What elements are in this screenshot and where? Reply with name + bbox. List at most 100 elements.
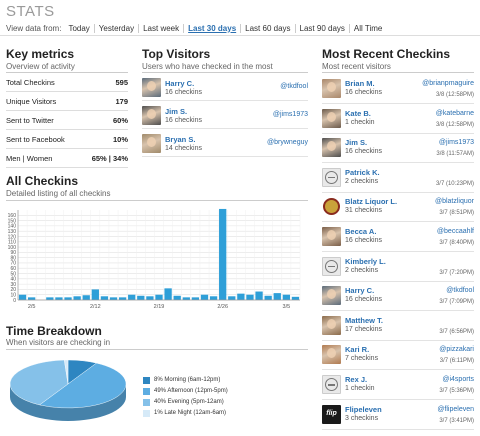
bar[interactable] [137,295,145,300]
twitter-handle-link[interactable]: @i4sports [442,376,474,383]
view-option-yesterday[interactable]: Yesterday [95,23,140,33]
bar[interactable] [182,297,190,300]
visitor-name-link[interactable]: Harry C. [345,286,375,296]
avatar[interactable] [322,345,341,365]
top-visitor-row[interactable]: Bryan S. 14 checkins @brywneguy [142,132,308,157]
visitor-name-link[interactable]: Kari R. [345,345,370,355]
visitor-name-link[interactable]: Kate B. [345,108,371,118]
bar[interactable] [209,296,218,300]
bar[interactable] [237,293,245,300]
twitter-handle-link[interactable]: @brianpmaguire [422,80,474,87]
bar[interactable] [146,296,154,300]
avatar[interactable] [322,167,341,187]
view-option-today[interactable]: Today [64,23,95,33]
avatar[interactable] [322,375,341,394]
bar[interactable] [91,289,99,300]
avatar[interactable] [322,79,341,98]
avatar[interactable] [322,108,341,128]
recent-checkin-row[interactable]: Brian M. 16 checkins @brianpmaguire 3/8 (12… [322,75,474,104]
recent-checkin-row[interactable]: Blatz Liquor L. 31 checkins @blatzliquor 3/… [322,193,474,223]
visitor-name-link[interactable]: Rex J. [345,375,368,384]
twitter-handle-link[interactable]: @tkdfool [280,83,308,90]
avatar[interactable] [142,134,161,153]
pie-slice[interactable] [39,362,127,409]
bar[interactable] [173,295,181,300]
bar[interactable] [255,291,263,300]
bar[interactable] [282,294,291,300]
twitter-handle-link[interactable]: @pizzakari [439,346,474,354]
bar[interactable] [264,295,272,300]
twitter-handle-link[interactable]: @jims1973 [272,111,308,118]
view-option-last-90-days[interactable]: Last 90 days [296,23,350,33]
bar[interactable] [164,288,172,300]
bar[interactable] [219,208,227,300]
bar[interactable] [118,297,127,300]
visitor-name-link[interactable]: Matthew T. [345,315,383,325]
avatar[interactable] [142,106,161,125]
twitter-handle-link[interactable]: @blatzliquor [434,198,474,206]
bar[interactable] [128,294,136,300]
visitor-name-link[interactable]: Flipeleven [345,404,382,414]
bar[interactable] [155,294,163,300]
avatar[interactable] [322,256,341,276]
top-visitor-row[interactable]: Harry C. 16 checkins @tkdfool [142,76,308,101]
recent-checkin-row[interactable]: Becca A. 16 checkins @beccaahlf 3/7 (8:40PM… [322,223,474,252]
bar[interactable] [55,297,63,300]
recent-checkin-row[interactable]: Kari R. 7 checkins @pizzakari 3/7 (6:11PM) [322,341,474,371]
bar[interactable] [73,296,81,300]
twitter-handle-link[interactable]: @beccaahlf [436,228,474,235]
bar[interactable] [273,293,281,300]
twitter-handle-link[interactable]: @jims1973 [438,139,474,147]
bar[interactable] [191,297,200,300]
visitor-name-link[interactable]: Bryan S. [165,135,196,144]
twitter-handle-link[interactable]: @brywneguy [267,139,308,146]
y-tick-label: 0 [13,298,16,304]
recent-checkin-row[interactable]: Matthew T. 17 checkins 3/7 (6:56PM) [322,312,474,341]
bar[interactable] [27,297,36,300]
avatar[interactable] [322,227,341,246]
bar[interactable] [100,296,109,300]
avatar[interactable] [322,197,341,217]
view-option-last-30-days[interactable]: Last 30 days [184,23,242,33]
avatar[interactable] [142,78,161,97]
recent-checkin-row[interactable]: Patrick K. 2 checkins 3/7 (10:23PM) [322,164,474,193]
pie-slice[interactable] [64,359,69,385]
bar[interactable] [64,297,72,300]
twitter-handle-link[interactable]: @katebarne [435,109,474,117]
visitor-name-link[interactable]: Kimberly L. [345,256,386,266]
pie-slice[interactable] [9,359,69,406]
recent-checkin-row[interactable]: flip Flipeleven 3 checkins @flipeleven 3/7 (… [322,401,474,430]
visitor-name-link[interactable]: Becca A. [345,227,377,236]
visitor-name-link[interactable]: Harry C. [165,79,195,88]
avatar[interactable] [322,286,341,306]
bar[interactable] [46,297,54,300]
bar[interactable] [82,295,90,300]
visitor-name-link[interactable]: Patrick K. [345,167,380,177]
view-option-last-60-days[interactable]: Last 60 days [241,23,296,33]
twitter-handle-link[interactable]: @flipeleven [437,405,474,413]
bar[interactable] [18,294,27,300]
bar[interactable] [291,296,300,300]
top-visitor-row[interactable]: Jim S. 16 checkins @jims1973 [142,104,308,129]
avatar[interactable] [322,315,341,335]
recent-checkin-row[interactable]: Rex J. 1 checkin @i4sports 3/7 (5:36PM) [322,371,474,400]
twitter-handle-link[interactable]: @tkdfool [446,287,474,295]
y-tick-label: 100 [8,245,17,251]
view-option-all-time[interactable]: All Time [353,23,383,33]
view-option-last-week[interactable]: Last week [139,23,185,33]
recent-checkin-row[interactable]: Kimberly L. 2 checkins 3/7 (7:20PM) [322,253,474,282]
recent-checkin-row[interactable]: Jim S. 16 checkins @jims1973 3/8 (11:57AM) [322,134,474,164]
bar[interactable] [109,297,118,300]
bar[interactable] [246,294,254,300]
recent-checkin-row[interactable]: Harry C. 16 checkins @tkdfool 3/7 (7:09PM) [322,282,474,312]
visitor-name-link[interactable]: Jim S. [165,107,188,116]
visitor-name-link[interactable]: Jim S. [345,138,368,148]
recent-checkin-row[interactable]: Kate B. 1 checkin @katebarne 3/8 (12:58PM) [322,105,474,134]
bar[interactable] [200,294,209,300]
bar[interactable] [228,296,236,300]
visitor-name-link[interactable]: Brian M. [345,79,375,88]
avatar[interactable] [322,138,341,158]
visitor-name-link[interactable]: Blatz Liquor L. [345,197,398,207]
y-tick-label: 60 [10,266,16,272]
avatar[interactable]: flip [322,404,341,424]
